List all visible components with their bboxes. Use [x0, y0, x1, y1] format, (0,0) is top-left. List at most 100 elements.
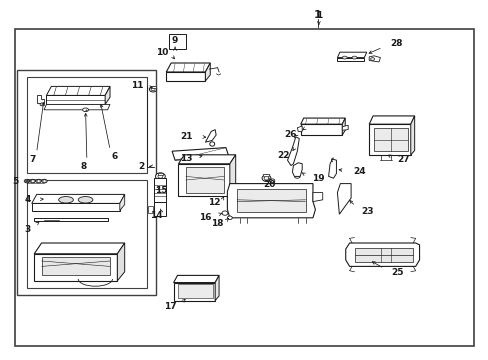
- Ellipse shape: [351, 56, 356, 59]
- Polygon shape: [287, 137, 299, 166]
- Text: 1: 1: [313, 10, 321, 20]
- Text: 1: 1: [315, 11, 321, 20]
- Polygon shape: [41, 257, 110, 275]
- Polygon shape: [46, 95, 105, 104]
- Polygon shape: [37, 95, 44, 103]
- Bar: [154, 178, 166, 202]
- Polygon shape: [173, 275, 219, 283]
- Bar: [168, 34, 185, 49]
- Polygon shape: [297, 126, 302, 131]
- Polygon shape: [263, 175, 269, 177]
- Polygon shape: [32, 194, 124, 203]
- Text: 16: 16: [198, 212, 211, 222]
- Polygon shape: [178, 164, 229, 196]
- Bar: [147, 206, 152, 213]
- Text: 8: 8: [81, 162, 87, 171]
- Polygon shape: [166, 72, 205, 81]
- Polygon shape: [150, 86, 155, 88]
- Ellipse shape: [151, 88, 155, 91]
- Polygon shape: [215, 275, 219, 301]
- Polygon shape: [44, 104, 110, 110]
- Polygon shape: [373, 128, 407, 151]
- Text: 12: 12: [208, 198, 221, 207]
- Polygon shape: [178, 155, 235, 164]
- Text: 27: 27: [396, 155, 409, 163]
- Polygon shape: [229, 155, 235, 196]
- Text: 24: 24: [352, 167, 365, 176]
- Text: 13: 13: [179, 154, 192, 163]
- Text: 21: 21: [180, 132, 193, 141]
- Polygon shape: [34, 218, 107, 221]
- Polygon shape: [172, 148, 228, 160]
- Text: 18: 18: [210, 220, 223, 229]
- Bar: [154, 202, 166, 216]
- Ellipse shape: [149, 87, 156, 92]
- Ellipse shape: [36, 179, 41, 183]
- Polygon shape: [205, 63, 210, 81]
- Polygon shape: [227, 184, 315, 218]
- Polygon shape: [345, 243, 419, 266]
- Text: 20: 20: [263, 180, 275, 189]
- Text: 7: 7: [29, 155, 36, 163]
- Ellipse shape: [24, 179, 29, 183]
- Polygon shape: [337, 52, 366, 58]
- Text: 10: 10: [156, 48, 168, 57]
- Text: 19: 19: [311, 175, 324, 184]
- Polygon shape: [32, 203, 120, 211]
- Ellipse shape: [30, 179, 36, 183]
- Ellipse shape: [37, 180, 40, 183]
- Polygon shape: [342, 118, 345, 135]
- Text: 14: 14: [149, 211, 162, 220]
- Ellipse shape: [43, 180, 46, 183]
- Polygon shape: [342, 125, 347, 130]
- Polygon shape: [354, 248, 412, 262]
- Bar: [17, 70, 156, 295]
- Ellipse shape: [59, 197, 73, 203]
- Text: 26: 26: [284, 130, 296, 139]
- Polygon shape: [368, 116, 414, 124]
- Text: 25: 25: [390, 268, 403, 277]
- Polygon shape: [300, 118, 345, 124]
- Text: 28: 28: [389, 40, 402, 49]
- Polygon shape: [237, 189, 305, 212]
- Ellipse shape: [209, 142, 214, 146]
- Polygon shape: [46, 86, 110, 95]
- Ellipse shape: [370, 58, 374, 60]
- Ellipse shape: [82, 108, 88, 112]
- Ellipse shape: [262, 175, 270, 181]
- Ellipse shape: [31, 180, 35, 183]
- Polygon shape: [337, 58, 364, 61]
- Polygon shape: [328, 159, 336, 178]
- Text: 23: 23: [360, 207, 373, 216]
- Text: 9: 9: [171, 36, 178, 45]
- Ellipse shape: [78, 197, 93, 203]
- Polygon shape: [105, 86, 110, 104]
- Polygon shape: [185, 167, 224, 193]
- Ellipse shape: [25, 180, 28, 183]
- Text: 6: 6: [111, 152, 118, 161]
- Bar: [27, 180, 146, 288]
- Ellipse shape: [269, 179, 274, 183]
- Polygon shape: [300, 124, 342, 135]
- Bar: [15, 29, 473, 346]
- Polygon shape: [292, 163, 302, 176]
- Polygon shape: [368, 56, 380, 62]
- Text: 2: 2: [138, 162, 144, 171]
- Text: 5: 5: [12, 177, 18, 186]
- Polygon shape: [368, 124, 410, 155]
- Ellipse shape: [155, 173, 165, 180]
- Text: 22: 22: [276, 151, 289, 160]
- Ellipse shape: [222, 211, 227, 215]
- Ellipse shape: [40, 103, 44, 106]
- Polygon shape: [410, 116, 414, 155]
- Ellipse shape: [158, 175, 163, 178]
- Bar: [27, 77, 146, 173]
- Ellipse shape: [264, 176, 268, 180]
- Ellipse shape: [41, 179, 47, 183]
- Polygon shape: [34, 254, 117, 281]
- Polygon shape: [312, 193, 322, 202]
- Text: 3: 3: [24, 225, 31, 234]
- Text: 17: 17: [164, 302, 177, 311]
- Polygon shape: [117, 243, 124, 281]
- Polygon shape: [158, 173, 163, 175]
